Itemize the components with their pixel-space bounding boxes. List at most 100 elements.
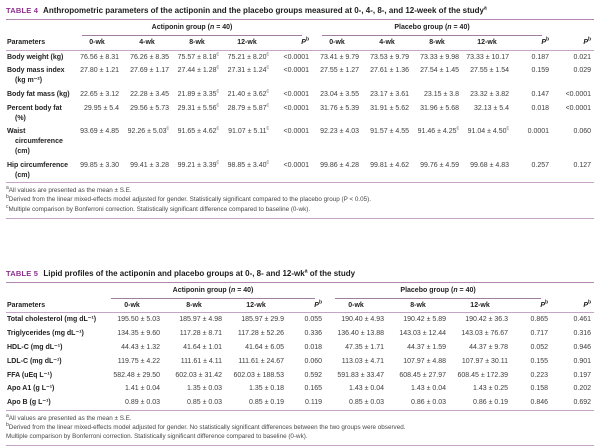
value-cell: <0.0001 (283, 67, 310, 75)
actiponin-group-header: Actiponin group (n = 40) (101, 282, 325, 299)
placebo-group-header: Placebo group (n = 40) (312, 20, 552, 36)
value-cell: 41.64 ± 1.01 (183, 343, 222, 351)
value-cell: 0.257 (531, 161, 550, 169)
significance-superscript: c (216, 126, 220, 133)
value-cell: <0.0001 (565, 90, 592, 98)
column-header-row: Parameters 0-wk 8-wk 12-wk Pb 0-wk 8-wk … (6, 298, 595, 314)
value-cell: 0.717 (530, 330, 549, 338)
value-cell: <0.0001 (565, 104, 592, 112)
value-cell: 1.35 ± 0.03 (187, 385, 222, 393)
significance-superscript: c (266, 51, 270, 58)
italic-p: P (301, 38, 306, 46)
table-row: Body weight (kg) 76.56 ± 8.31 76.26 ± 8.35… (6, 50, 594, 64)
spacer-cell (6, 282, 101, 298)
footnote: bDerived from the linear mixed-effects m… (6, 421, 406, 432)
value-cell: 0.187 (531, 53, 550, 61)
value-cell: 47.35 ± 1.71 (345, 343, 385, 351)
italic-p: P (540, 301, 546, 309)
value-cell: 0.119 (305, 399, 323, 407)
significance-superscript: c (216, 88, 220, 95)
table5-section: TABLE 5 Lipid profiles of the actiponin … (6, 266, 595, 446)
italic-p: P (314, 301, 319, 309)
table-row: HDL-C (mg dL⁻¹) 44.43 ± 1.32 41.64 ± 1.01 4… (6, 341, 594, 355)
table4-label: TABLE 4 (6, 6, 39, 15)
value-cell: 0.060 (573, 128, 592, 136)
value-cell: 0.592 (304, 371, 323, 379)
group-label-tail: = 40) (235, 286, 254, 294)
spacer-cell (6, 20, 72, 36)
value-cell: 73.33 ± 10.17 (466, 53, 510, 61)
value-cell: <0.0001 (283, 104, 310, 112)
italic-n: n (230, 286, 236, 294)
value-cell: 27.44 ± 1.28c (177, 65, 219, 75)
significance-superscript: c (166, 126, 170, 133)
value-cell: 91.04 ± 4.50c (467, 126, 510, 136)
value-cell: 582.48 ± 29.50 (113, 371, 160, 379)
group-label-tail: = 40) (457, 286, 476, 294)
parameter-label: Apo A1 (g L⁻¹) (7, 385, 55, 393)
significance-superscript: c (216, 159, 220, 166)
value-cell: 0.127 (573, 161, 592, 169)
value-cell: 28.79 ± 5.87c (227, 102, 269, 112)
table-row: Triglycerides (mg dL⁻¹) 134.35 ± 9.60 117.… (6, 327, 594, 341)
value-cell: 29.56 ± 5.73 (130, 104, 169, 112)
value-cell: 44.37 ± 1.59 (407, 343, 447, 351)
value-cell: 0.165 (304, 385, 323, 393)
footnote: aAll values are presented as the mean ± … (6, 185, 132, 195)
group-header-row: Actiponin group (n = 40) Placebo group (… (6, 20, 594, 36)
value-cell: 91.57 ± 4.55 (370, 128, 410, 136)
value-cell: 0.85 ± 0.03 (349, 399, 385, 407)
value-cell: 0.86 ± 0.03 (411, 399, 447, 407)
italic-n: n (447, 24, 452, 31)
value-cell: <0.0001 (283, 53, 310, 61)
value-cell: 23.15 ± 3.8 (424, 90, 460, 98)
footnote-superscript: c (6, 203, 9, 210)
value-cell: 190.40 ± 4.93 (341, 316, 385, 324)
parameters-header: Parameters (6, 298, 101, 314)
value-cell: 134.35 ± 9.60 (117, 330, 160, 338)
value-cell: 0.155 (530, 357, 549, 365)
italic-p: P (541, 38, 547, 46)
value-cell: 591.83 ± 33.47 (337, 371, 385, 379)
significance-superscript: c (456, 126, 460, 133)
parameter-label: HDL-C (mg dL⁻¹) (7, 343, 63, 351)
p-superscript: b (588, 299, 592, 306)
table5-title-text: Lipid profiles of the actiponin and plac… (41, 268, 305, 278)
value-cell: 91.65 ± 4.62c (177, 126, 220, 136)
table4-title-superscript: a (484, 5, 487, 12)
value-cell: 73.41 ± 9.79 (320, 53, 360, 61)
value-cell: 44.43 ± 1.32 (121, 343, 160, 351)
value-cell: 29.95 ± 5.4 (84, 104, 119, 112)
p-value-header: Pb (511, 298, 552, 314)
value-cell: 0.060 (304, 357, 323, 365)
value-cell: 0.89 ± 0.03 (125, 399, 160, 407)
value-cell: 0.692 (573, 399, 592, 407)
value-cell: <0.0001 (283, 128, 310, 136)
value-cell: 0.018 (304, 343, 323, 351)
parameter-label: Apo B (g L⁻¹) (7, 399, 51, 407)
value-cell: 75.57 ± 8.18c (177, 51, 219, 61)
value-cell: 143.03 ± 76.67 (461, 330, 509, 338)
value-cell: 73.53 ± 9.79 (370, 53, 410, 61)
spacer-cell (551, 282, 594, 298)
value-cell: 93.69 ± 4.85 (80, 128, 119, 136)
p-value-header: Pb (512, 35, 553, 51)
value-cell: 143.03 ± 12.44 (399, 330, 447, 338)
group-label: Placebo group ( (400, 286, 454, 294)
value-cell: 92.23 ± 4.03 (320, 128, 360, 136)
footnote: Multiple comparison by Bonferroni correc… (6, 433, 308, 441)
group-label-tail: = 40) (214, 24, 233, 31)
footnote: bDerived from the linear mixed-effects m… (6, 194, 371, 204)
week-header: 0-wk (325, 298, 388, 314)
value-cell: 0.461 (573, 316, 592, 324)
week-header: 12-wk (462, 35, 513, 51)
p-superscript: b (588, 36, 592, 43)
table4: Actiponin group (n = 40) Placebo group (… (6, 19, 595, 184)
value-cell: 27.31 ± 1.24c (227, 65, 269, 75)
value-cell: 0.946 (573, 343, 592, 351)
footnote: cMultiple comparison by Bonferroni corre… (6, 203, 311, 213)
table-row: Apo A1 (g L⁻¹) 1.41 ± 0.04 1.35 ± 0.03 1.35… (6, 382, 594, 396)
value-cell: 99.68 ± 4.83 (470, 161, 510, 169)
value-cell: 117.28 ± 52.26 (237, 330, 284, 338)
